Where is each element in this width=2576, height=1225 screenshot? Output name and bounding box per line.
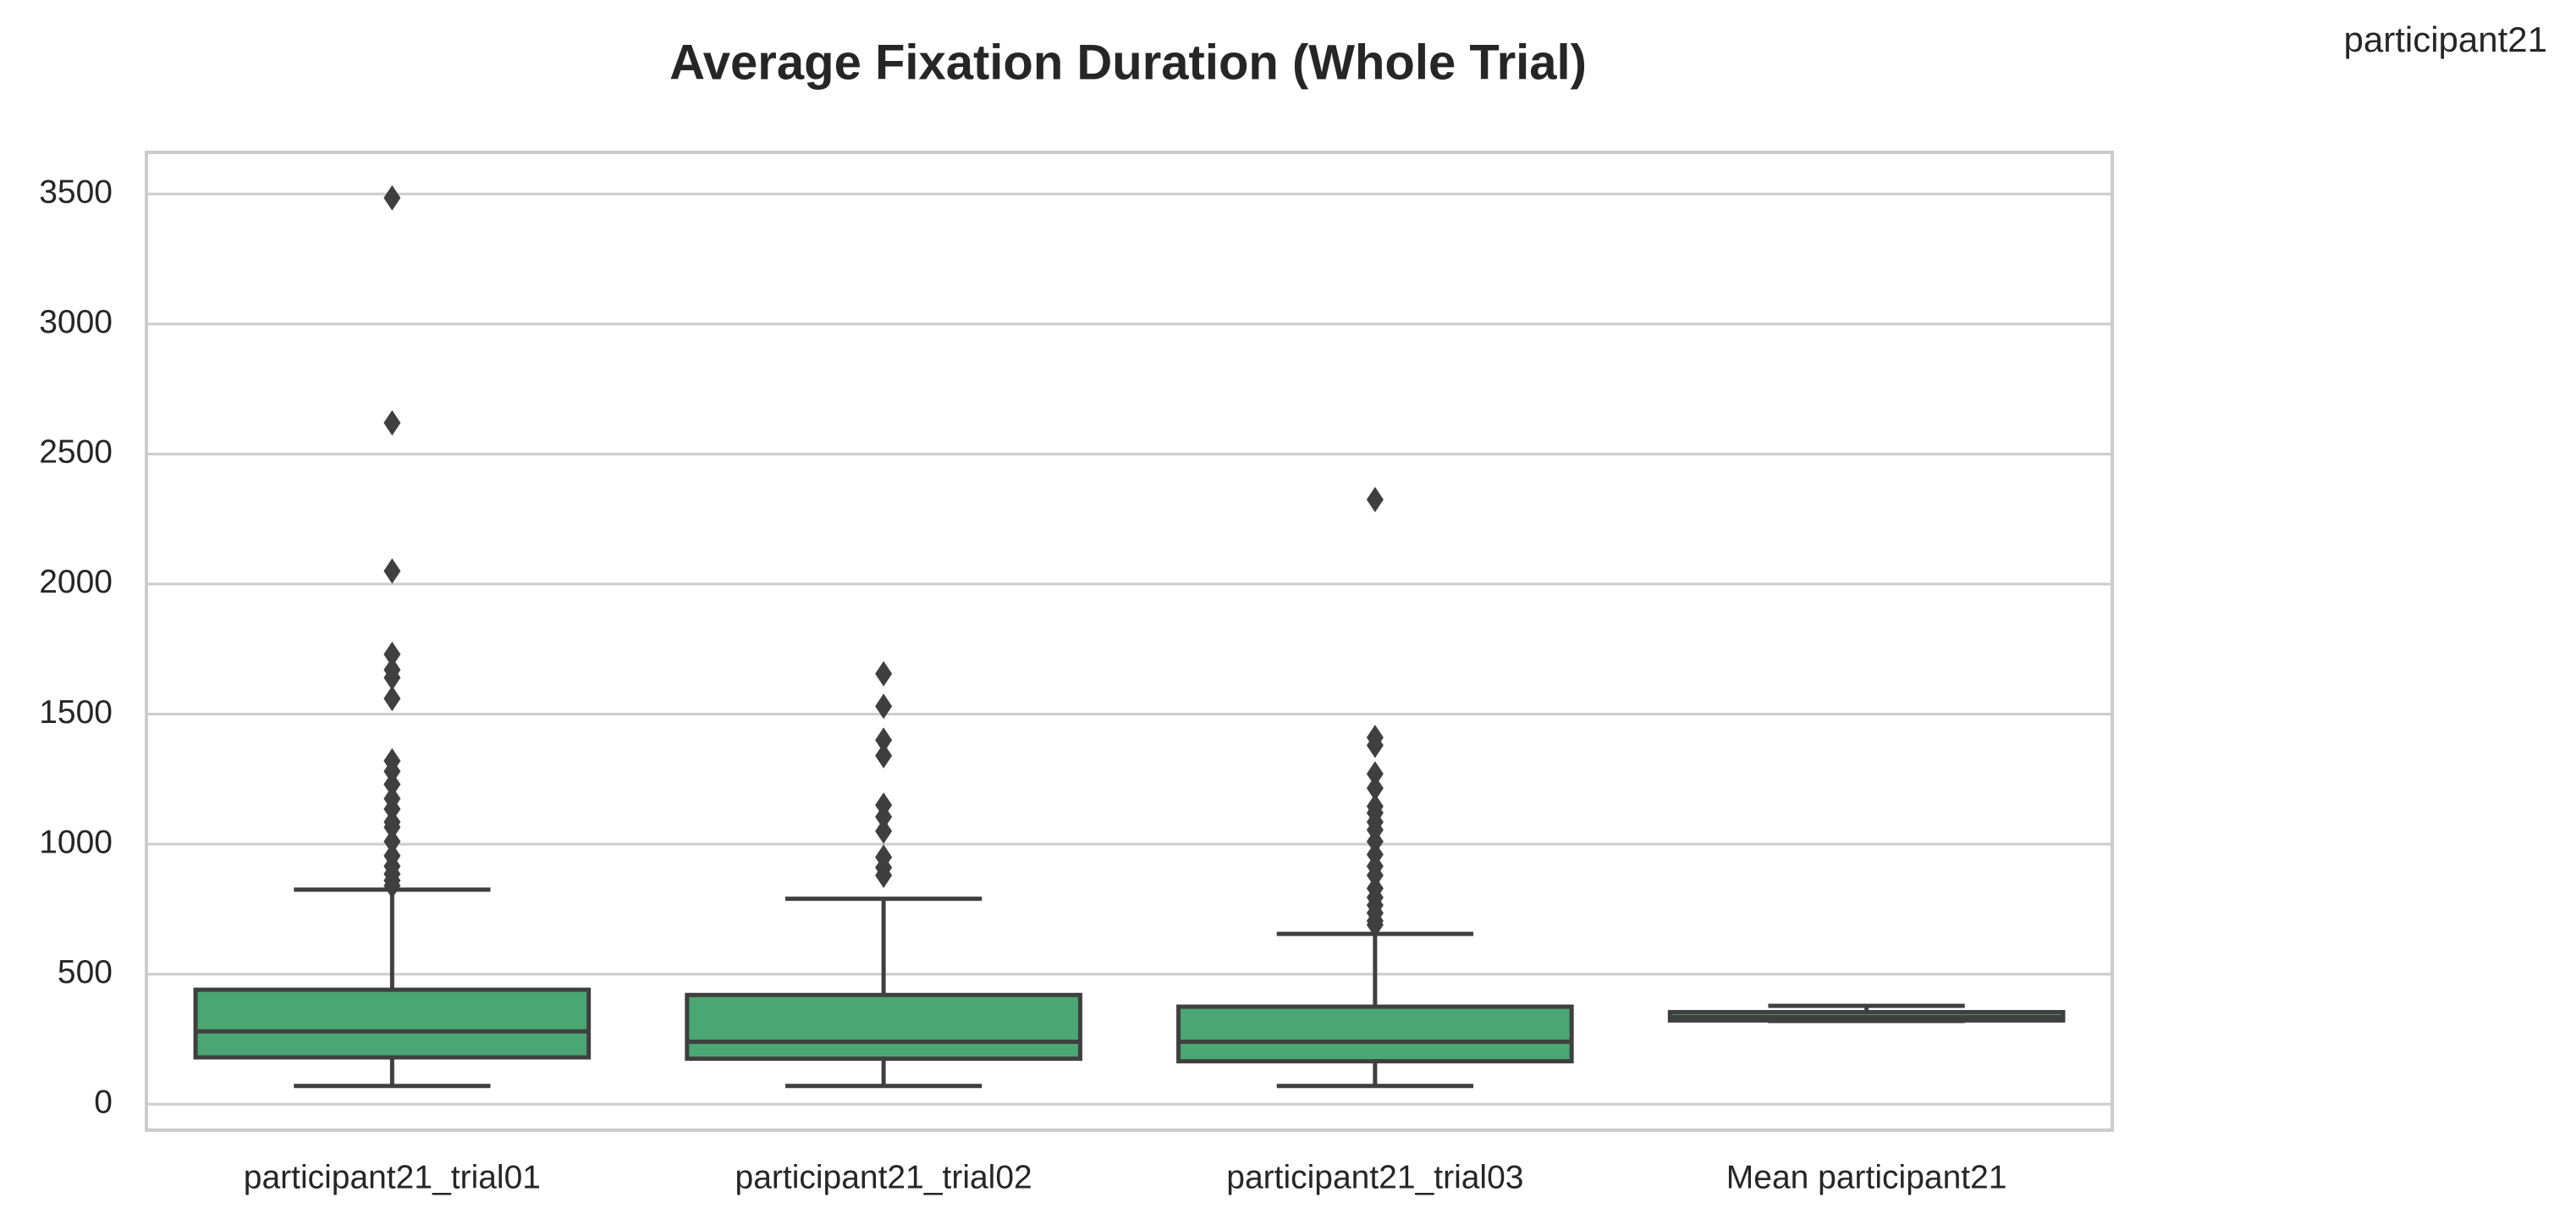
y-tick-label: 1000	[39, 824, 113, 860]
outlier	[383, 814, 401, 841]
box	[685, 992, 1082, 1062]
y-tick-label: 2000	[39, 564, 113, 600]
plot-frame	[145, 151, 2114, 1132]
outlier	[1366, 829, 1384, 855]
outlier	[383, 873, 401, 899]
y-tick-label: 0	[94, 1084, 113, 1121]
y-tick-label: 3500	[39, 174, 113, 210]
outlier	[875, 727, 893, 753]
box	[1176, 1004, 1574, 1064]
outlier	[383, 410, 401, 436]
outlier	[875, 660, 893, 687]
outlier	[875, 803, 893, 830]
outlier	[383, 665, 401, 691]
outlier	[383, 558, 401, 584]
outlier	[383, 641, 401, 667]
y-tick-label: 2500	[39, 434, 113, 471]
outlier	[875, 693, 893, 720]
x-tick-label: Mean participant21	[1726, 1159, 2007, 1195]
outlier	[875, 862, 893, 888]
outlier	[1366, 775, 1384, 802]
y-tick-label: 500	[58, 954, 113, 990]
outlier	[875, 742, 893, 769]
outlier	[1366, 732, 1384, 759]
x-tick-label: participant21_trial03	[1226, 1159, 1523, 1195]
outlier	[383, 759, 401, 785]
x-tick-label: participant21_trial01	[244, 1159, 541, 1195]
y-tick-label: 1500	[39, 694, 113, 731]
outlier	[383, 771, 401, 797]
outlier	[1366, 912, 1384, 938]
annotation: participant21	[2344, 19, 2548, 59]
outlier	[383, 686, 401, 712]
outlier	[383, 829, 401, 855]
outlier	[383, 796, 401, 822]
outlier	[383, 185, 401, 211]
chart-title: Average Fixation Duration (Whole Trial)	[669, 35, 1587, 90]
x-tick-label: participant21_trial02	[735, 1159, 1032, 1195]
outlier	[1366, 761, 1384, 787]
outlier	[1366, 862, 1384, 888]
box	[193, 987, 592, 1060]
outlier	[1366, 487, 1384, 513]
y-tick-label: 3000	[39, 304, 113, 340]
outlier	[875, 818, 893, 844]
